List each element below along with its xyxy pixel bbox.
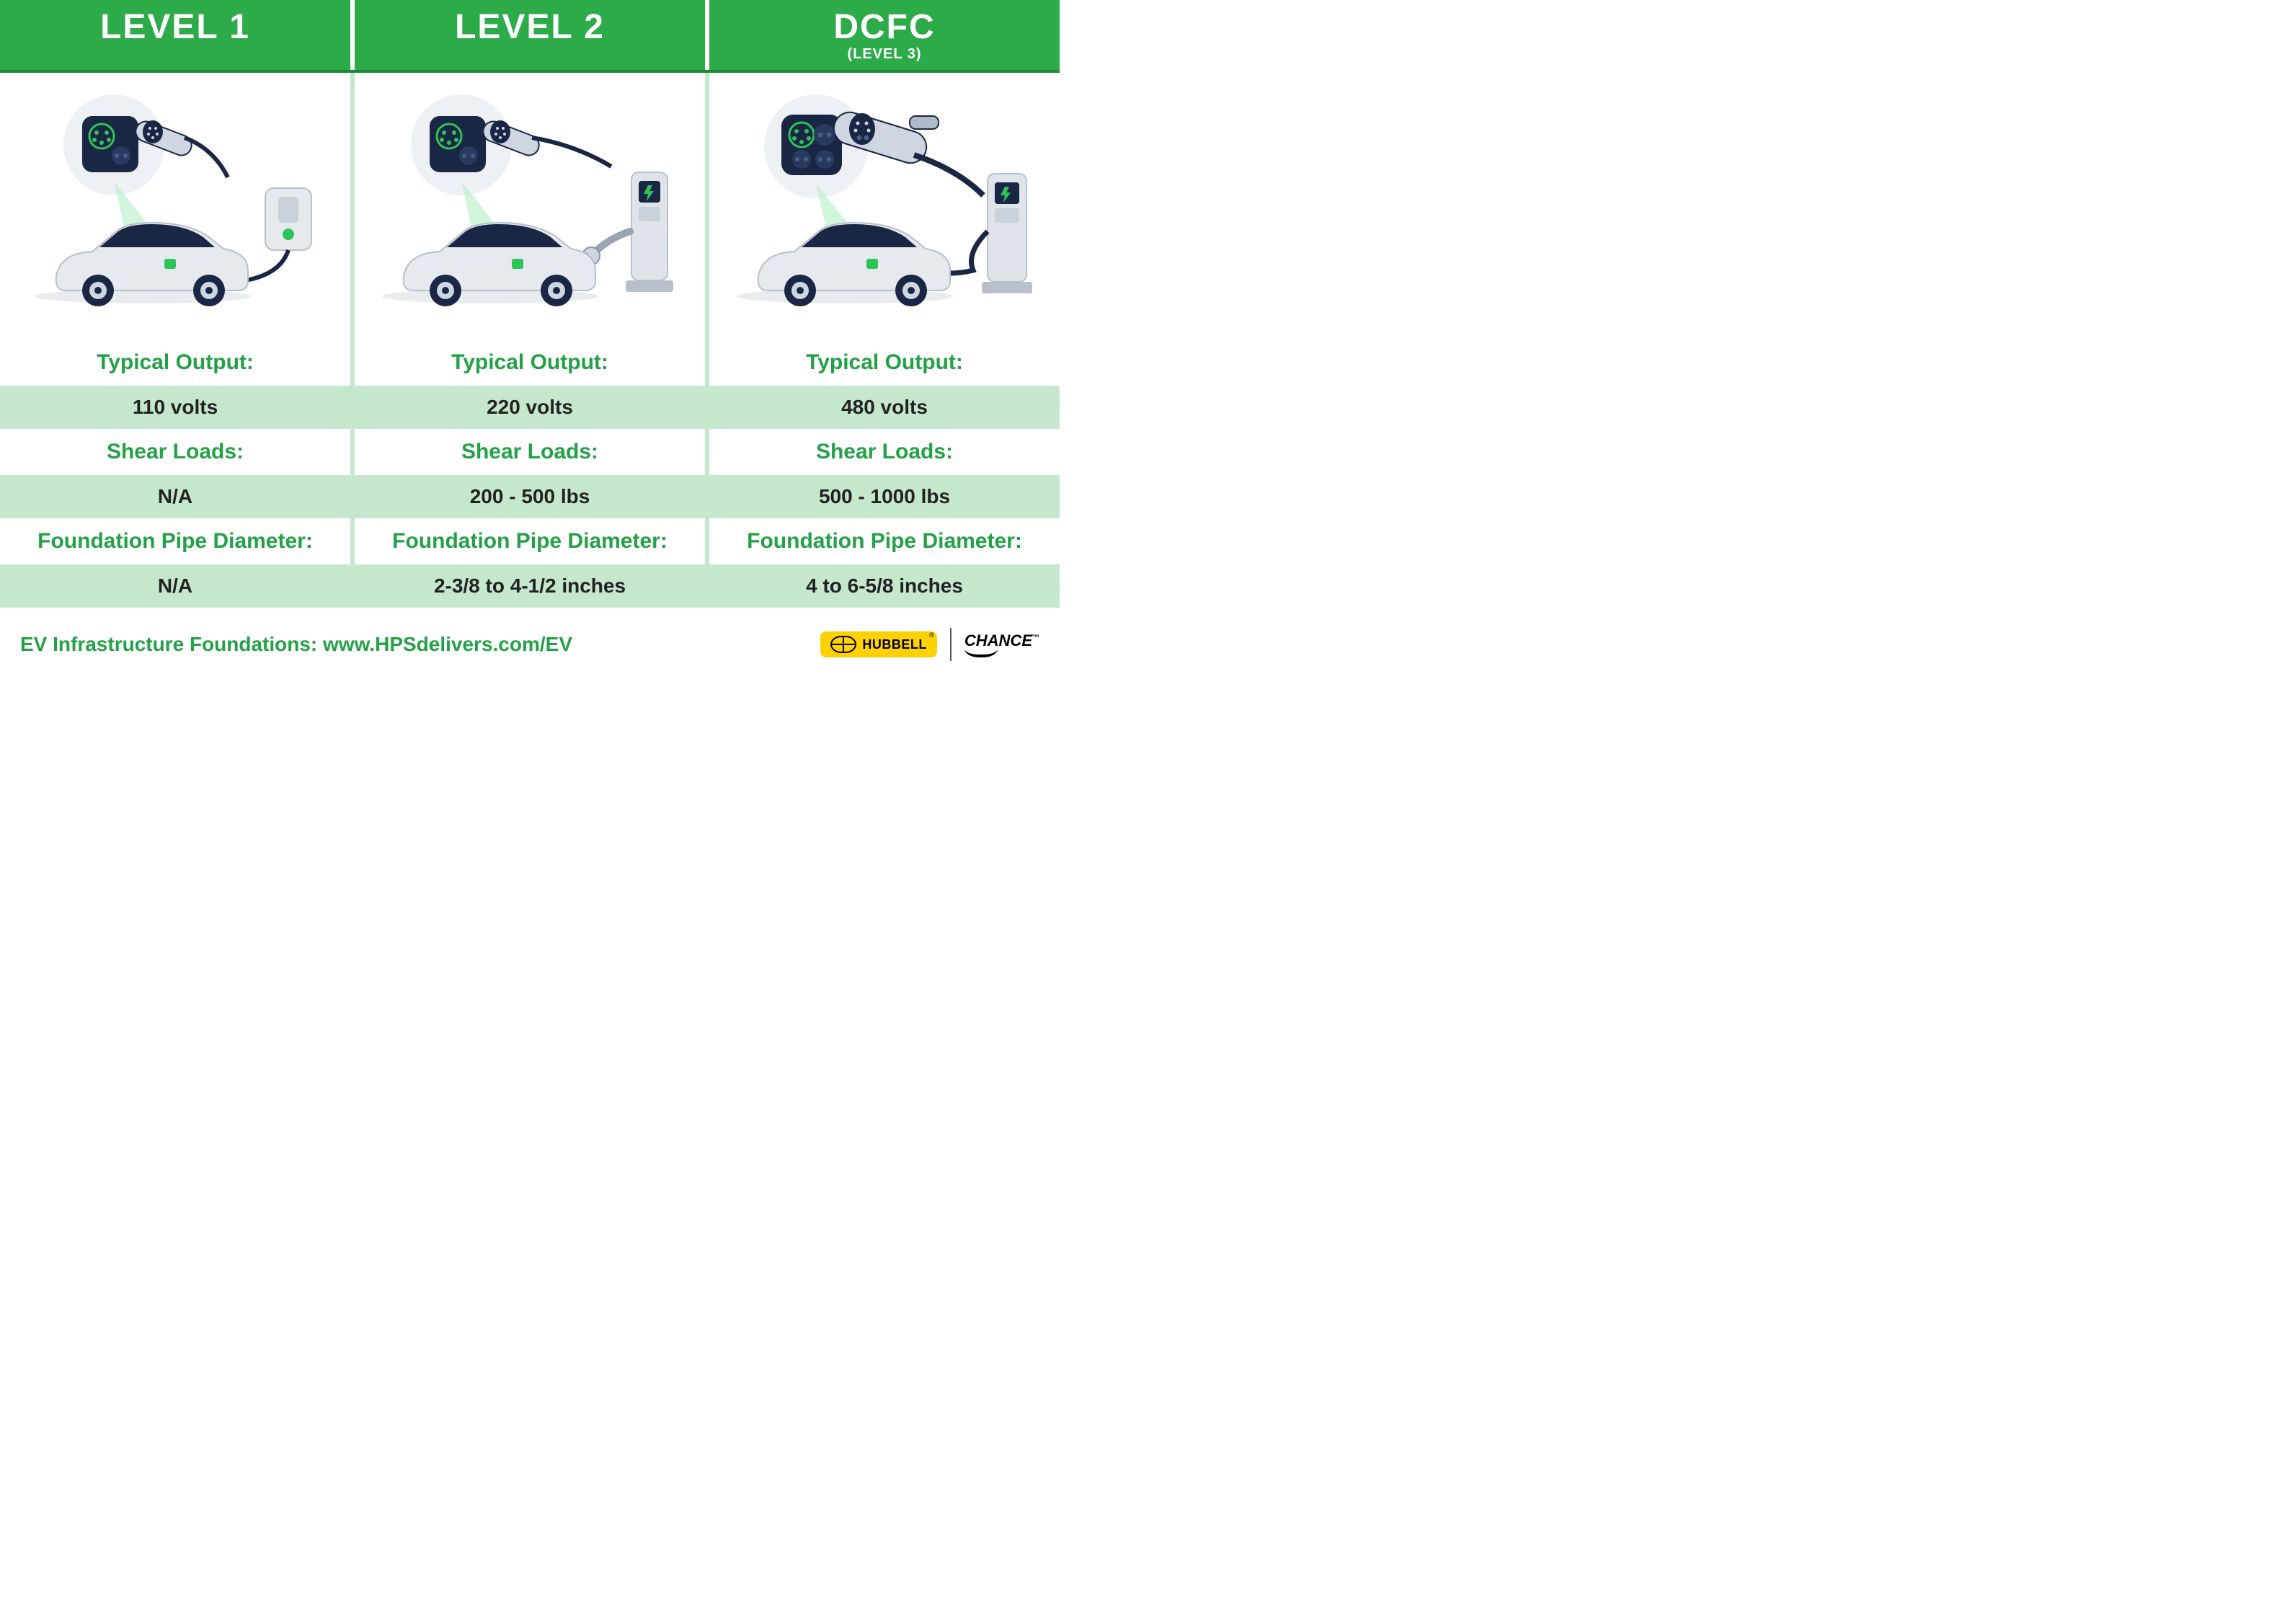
body-row: Typical Output: 110 volts Shear Loads: N… — [0, 73, 1060, 608]
spec-value: 4 to 6-5/8 inches — [709, 564, 1060, 608]
hubbell-text: HUBBELL — [862, 637, 927, 652]
infographic-container: LEVEL 1 LEVEL 2 DCFC (LEVEL 3) — [0, 0, 1060, 674]
spec-label: Typical Output: — [355, 340, 705, 386]
header-cell-level2: LEVEL 2 — [350, 0, 705, 70]
column-dcfc: Typical Output: 480 volts Shear Loads: 5… — [705, 73, 1060, 608]
column-level1: Typical Output: 110 volts Shear Loads: N… — [0, 73, 350, 608]
spec-value: 2-3/8 to 4-1/2 inches — [355, 564, 705, 608]
spec-value: 480 volts — [709, 386, 1060, 429]
illustration-dcfc — [709, 73, 1060, 340]
spec-value: 200 - 500 lbs — [355, 475, 705, 518]
ev-dcfc-icon — [729, 87, 1039, 325]
spec-value: N/A — [0, 475, 350, 518]
spec-value: N/A — [0, 564, 350, 608]
spec-value: 500 - 1000 lbs — [709, 475, 1060, 518]
spec-label: Typical Output: — [709, 340, 1060, 386]
spec-value: 220 volts — [355, 386, 705, 429]
spec-label: Typical Output: — [0, 340, 350, 386]
header-title: LEVEL 1 — [0, 10, 350, 45]
ev-level1-icon — [20, 87, 330, 325]
logo-group: HUBBELL ® CHANCE™ — [820, 628, 1039, 661]
header-subtitle: (LEVEL 3) — [709, 46, 1060, 63]
logo-divider — [950, 628, 952, 661]
column-level2: Typical Output: 220 volts Shear Loads: 2… — [350, 73, 705, 608]
hubbell-logo: HUBBELL ® — [820, 631, 937, 657]
registered-mark: ® — [929, 631, 934, 639]
illustration-level2 — [355, 73, 705, 340]
spec-label: Shear Loads: — [355, 429, 705, 475]
chance-text: CHANCE — [964, 631, 1032, 649]
header-row: LEVEL 1 LEVEL 2 DCFC (LEVEL 3) — [0, 0, 1060, 73]
header-cell-level1: LEVEL 1 — [0, 0, 350, 70]
spec-label: Shear Loads: — [709, 429, 1060, 475]
spec-label: Shear Loads: — [0, 429, 350, 475]
chance-logo: CHANCE™ — [964, 631, 1039, 657]
footer-text: EV Infrastructure Foundations: www.HPSde… — [20, 633, 572, 656]
header-title: LEVEL 2 — [355, 10, 705, 45]
trademark-mark: ™ — [1032, 634, 1039, 642]
header-title: DCFC — [709, 10, 1060, 45]
spec-label: Foundation Pipe Diameter: — [709, 518, 1060, 564]
illustration-level1 — [0, 73, 350, 340]
ev-level2-icon — [375, 87, 685, 325]
spec-label: Foundation Pipe Diameter: — [0, 518, 350, 564]
globe-icon — [830, 636, 856, 653]
footer: EV Infrastructure Foundations: www.HPSde… — [0, 608, 1060, 674]
spec-value: 110 volts — [0, 386, 350, 429]
header-cell-dcfc: DCFC (LEVEL 3) — [705, 0, 1060, 70]
spec-label: Foundation Pipe Diameter: — [355, 518, 705, 564]
